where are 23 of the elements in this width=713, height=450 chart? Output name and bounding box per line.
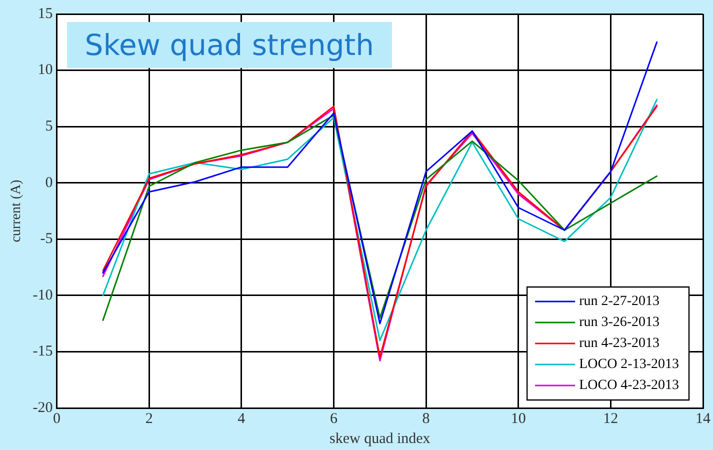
x-axis-title: skew quad index (329, 430, 431, 447)
x-tick-label: 4 (238, 410, 246, 427)
y-tick-label: 15 (38, 6, 53, 22)
y-tick-label: 0 (45, 174, 53, 191)
x-tick-label: 6 (330, 410, 338, 427)
x-tick-label: 12 (603, 410, 618, 427)
y-tick-label: -5 (40, 231, 53, 248)
x-tick-label: 8 (422, 410, 430, 427)
x-tick-label: 14 (696, 410, 711, 427)
legend-label: LOCO 4-23-2013 (579, 378, 680, 394)
x-tick-label: 10 (510, 410, 526, 427)
y-tick-label: 10 (38, 62, 53, 78)
legend-label: LOCO 2-13-2013 (579, 357, 680, 372)
y-axis-title: current (A) (9, 179, 24, 242)
legend-label: run 3-26-2013 (579, 315, 660, 330)
y-tick-label: -20 (32, 400, 53, 416)
x-tick-label: 2 (145, 410, 153, 427)
legend-label: run 2-27-2013 (579, 294, 660, 310)
text: Skew quad strength (66, 22, 392, 68)
y-tick-label: 5 (45, 118, 53, 135)
y-tick-label: -10 (32, 287, 53, 304)
legend-label: run 4-23-2013 (579, 336, 660, 352)
y-tick-label: -15 (32, 344, 53, 360)
